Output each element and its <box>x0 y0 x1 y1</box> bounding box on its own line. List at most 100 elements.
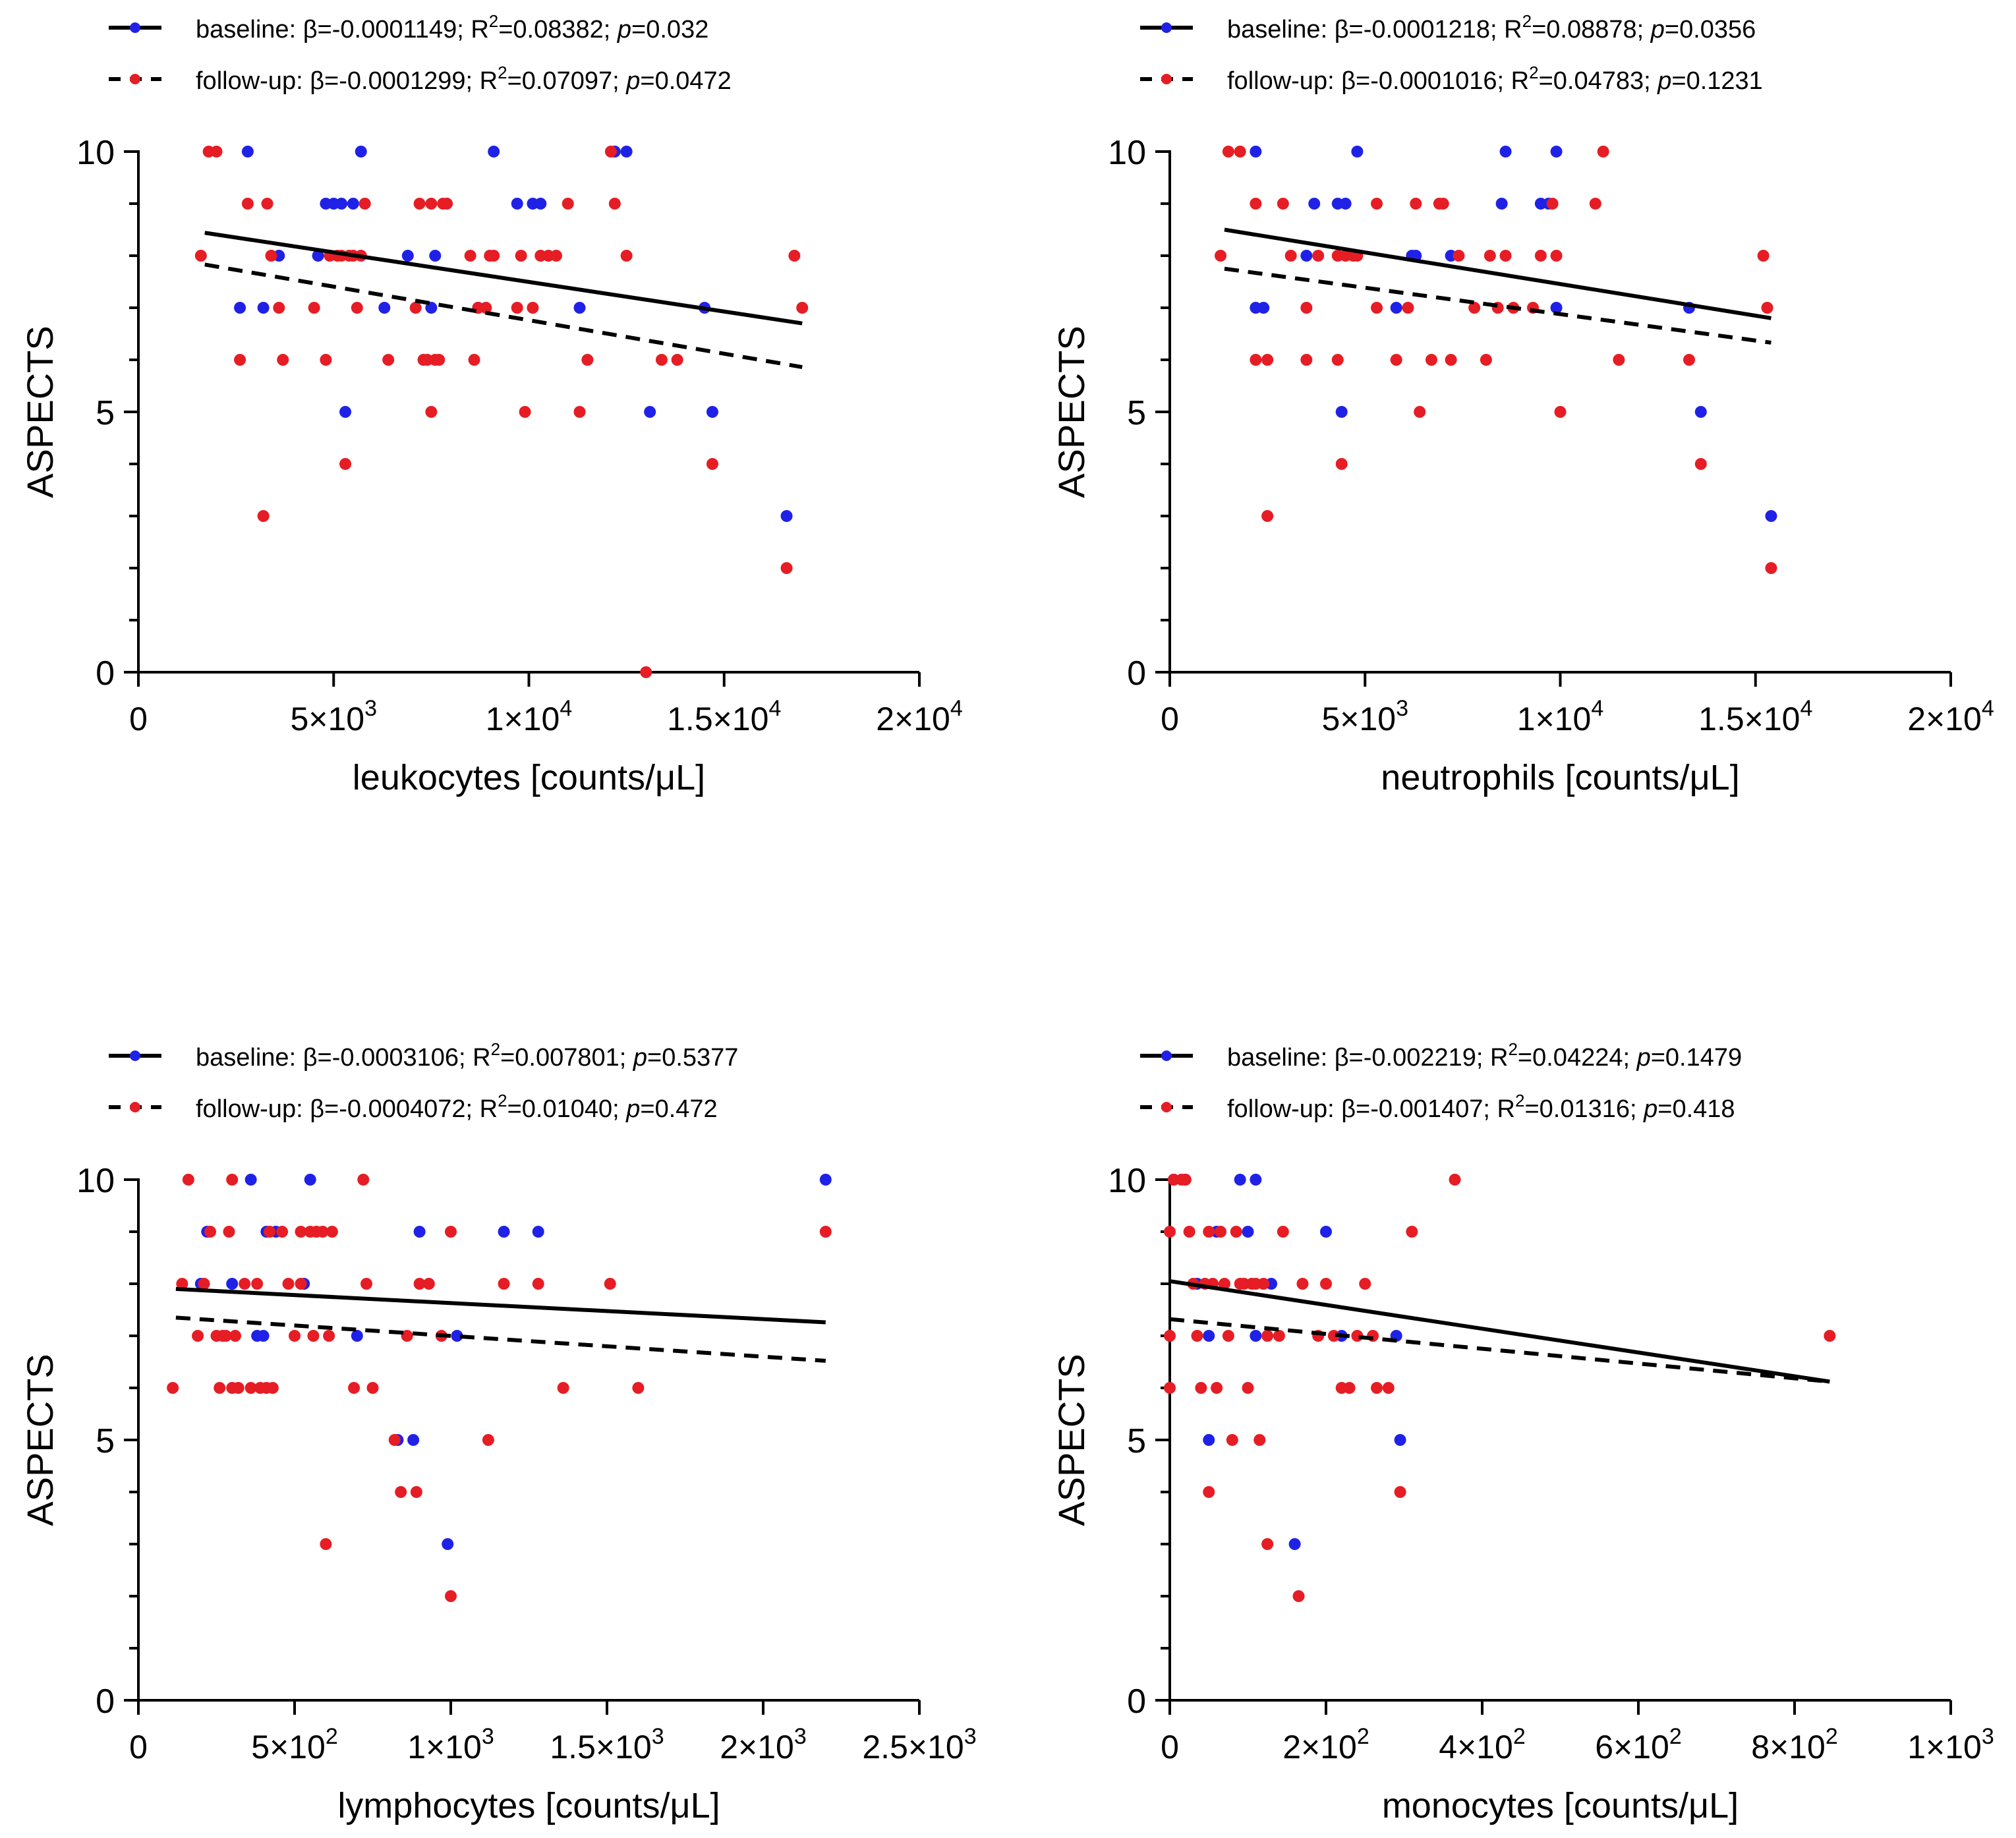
x-tick-label: 1×104 <box>486 696 573 737</box>
data-point-follow-up <box>1683 354 1696 366</box>
data-point-follow-up <box>425 406 438 418</box>
legend-p-label: p <box>1650 16 1665 43</box>
y-tick-label: 0 <box>1127 1682 1146 1721</box>
fit-line-follow-up <box>204 262 803 370</box>
data-point-follow-up <box>1230 1226 1242 1238</box>
legend-r2-value: =0.007801; <box>500 1044 633 1072</box>
legend-entry-baseline: baseline: β=-0.0001218; R2=0.08878; p=0.… <box>1227 11 1756 43</box>
data-point-follow-up <box>320 354 332 366</box>
data-point-baseline <box>1499 146 1512 158</box>
data-point-follow-up <box>1534 250 1547 262</box>
x-tick-exponent: 4 <box>1800 696 1812 721</box>
data-point-follow-up <box>1164 1382 1176 1394</box>
x-tick-mantissa: 6×10 <box>1595 1729 1669 1766</box>
data-point-follow-up <box>488 250 500 262</box>
data-point-follow-up <box>433 354 446 366</box>
legend-beta: β=-0.0004072 <box>310 1095 465 1123</box>
x-tick-mantissa: 5×10 <box>251 1729 326 1766</box>
data-point-baseline <box>312 250 324 262</box>
data-point-follow-up <box>257 510 270 522</box>
data-point-follow-up <box>1449 1174 1461 1186</box>
x-tick-exponent: 4 <box>950 696 963 721</box>
data-point-follow-up <box>1195 1382 1207 1394</box>
x-tick-exponent: 2 <box>1513 1724 1526 1749</box>
legend-r2-prefix: ; R <box>466 67 498 95</box>
legend-marker-baseline <box>130 1050 140 1061</box>
data-point-follow-up <box>620 250 633 262</box>
data-point-baseline <box>1250 146 1262 158</box>
legend-r2-sup: 2 <box>489 11 498 31</box>
y-tick-label: 5 <box>96 1422 115 1460</box>
data-point-follow-up <box>1613 354 1625 366</box>
legend-name: follow-up <box>196 67 296 95</box>
data-point-follow-up <box>1694 458 1707 470</box>
x-tick-exponent: 3 <box>482 1724 494 1749</box>
x-tick-exponent: 3 <box>652 1724 664 1749</box>
fit-line-baseline <box>1169 1279 1830 1384</box>
data-point-follow-up <box>1765 562 1777 574</box>
data-point-follow-up <box>1757 250 1770 262</box>
x-tick-label: 6×102 <box>1595 1724 1682 1766</box>
data-point-follow-up <box>1554 406 1567 418</box>
x-tick-mantissa: 1×10 <box>1907 1729 1982 1766</box>
legend-beta: β=-0.0001149 <box>303 16 457 43</box>
chart-lymphocytes: baseline: β=-0.0003106; R2=0.007801; p=0… <box>19 1039 977 1825</box>
x-axis-label: lymphocytes [counts/μL] <box>337 1786 720 1825</box>
data-point-baseline <box>451 1330 463 1342</box>
data-point-baseline <box>620 146 633 158</box>
data-point-follow-up <box>229 1330 241 1342</box>
x-tick-mantissa: 0 <box>129 701 148 737</box>
x-tick-label: 2×104 <box>1907 696 1994 737</box>
y-axis-label: ASPECTS <box>19 326 61 498</box>
y-tick-label: 0 <box>1127 654 1146 693</box>
data-point-follow-up <box>289 1330 301 1342</box>
data-point-follow-up <box>1312 250 1325 262</box>
data-point-follow-up <box>1215 250 1227 262</box>
data-point-follow-up <box>1292 1590 1305 1602</box>
data-point-baseline <box>401 250 414 262</box>
data-point-baseline <box>780 510 793 522</box>
data-point-baseline <box>304 1174 316 1186</box>
x-axis-label: leukocytes [counts/μL] <box>353 758 705 797</box>
legend-marker-baseline <box>1161 22 1172 33</box>
x-tick-exponent: 2 <box>1669 1724 1682 1749</box>
legend-marker-follow-up <box>130 74 140 84</box>
x-tick-label: 1.5×104 <box>1698 696 1812 737</box>
chart-leukocytes: baseline: β=-0.0001149; R2=0.08382; p=0.… <box>19 11 963 797</box>
legend-p-value: =0.032 <box>631 16 708 43</box>
x-tick-exponent: 2 <box>326 1724 338 1749</box>
data-point-follow-up <box>192 1330 204 1342</box>
legend-r2-prefix: ; R <box>1490 16 1522 43</box>
data-point-follow-up <box>413 198 426 210</box>
data-point-follow-up <box>1284 250 1297 262</box>
data-point-follow-up <box>316 1226 329 1238</box>
data-point-follow-up <box>308 302 320 314</box>
data-point-follow-up <box>198 1278 210 1290</box>
data-point-follow-up <box>1261 510 1274 522</box>
legend-r2-value: =0.04224; <box>1518 1044 1637 1072</box>
legend-p-value: =0.0356 <box>1665 16 1756 43</box>
data-point-follow-up <box>382 354 395 366</box>
data-point-follow-up <box>557 1382 569 1394</box>
x-tick-exponent: 4 <box>1591 696 1603 721</box>
x-tick-mantissa: 2×10 <box>720 1729 794 1766</box>
data-point-follow-up <box>441 198 453 210</box>
legend-name: follow-up <box>196 1095 296 1123</box>
data-point-follow-up <box>273 302 285 314</box>
data-point-follow-up <box>1300 354 1313 366</box>
data-point-follow-up <box>307 1330 320 1342</box>
data-point-follow-up <box>277 354 289 366</box>
data-point-baseline <box>1550 146 1563 158</box>
data-point-follow-up <box>515 250 527 262</box>
data-point-follow-up <box>214 1382 226 1394</box>
data-point-baseline <box>241 146 254 158</box>
data-point-follow-up <box>1402 302 1414 314</box>
data-point-follow-up <box>1406 1226 1418 1238</box>
data-point-follow-up <box>573 406 586 418</box>
legend-beta: β=-0.0003106 <box>303 1044 459 1072</box>
series-follow-up <box>167 1174 832 1602</box>
data-point-baseline <box>1300 250 1313 262</box>
y-axis-label: ASPECTS <box>19 1354 61 1526</box>
data-point-baseline <box>1495 198 1508 210</box>
data-point-baseline <box>1694 406 1707 418</box>
